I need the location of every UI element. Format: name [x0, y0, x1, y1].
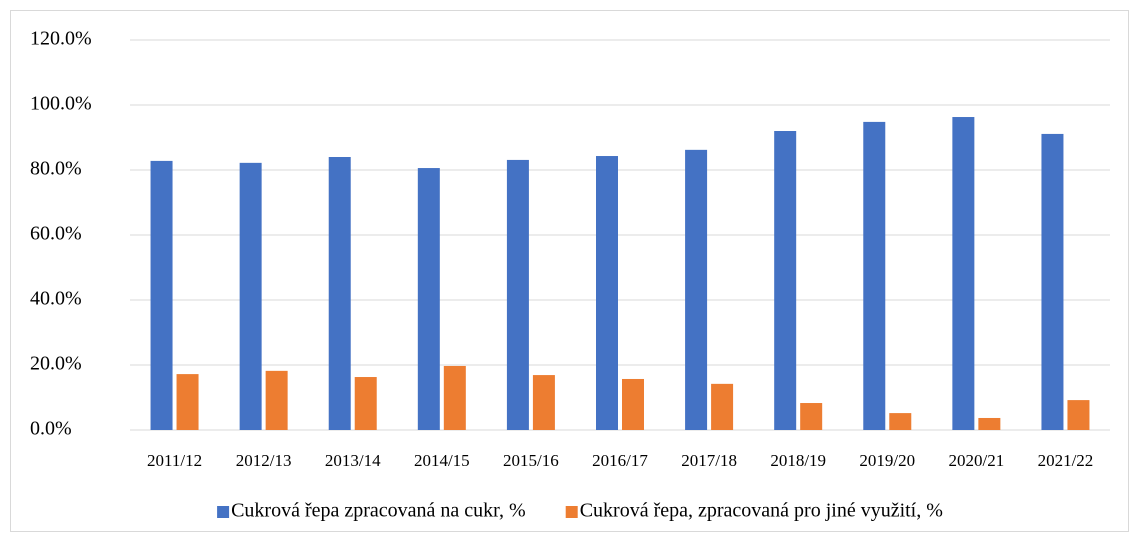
x-tick-label: 2012/13	[236, 451, 292, 470]
y-tick-label: 20.0%	[30, 353, 82, 375]
legend-swatch	[217, 506, 230, 518]
bar	[774, 131, 797, 430]
bar	[952, 117, 975, 431]
y-tick-label: 60.0%	[30, 223, 82, 245]
x-tick-label: 2011/12	[147, 451, 202, 470]
legend-label: Cukrová řepa, zpracovaná pro jiné využit…	[580, 500, 943, 522]
bar	[506, 159, 529, 431]
bar	[863, 121, 886, 431]
bar	[800, 403, 823, 430]
bar	[328, 157, 351, 430]
x-tick-label: 2021/22	[1038, 451, 1094, 470]
x-tick-label: 2016/17	[592, 451, 648, 470]
bar	[150, 160, 173, 430]
bar	[354, 377, 377, 430]
x-tick-label: 2020/21	[948, 451, 1004, 470]
bar	[443, 365, 466, 430]
x-tick-label: 2015/16	[503, 451, 559, 470]
bar	[889, 413, 912, 430]
y-tick-label: 40.0%	[30, 288, 82, 310]
bar	[1041, 133, 1064, 431]
x-tick-label: 2017/18	[681, 451, 737, 470]
bar	[239, 162, 262, 430]
bar	[596, 156, 618, 430]
y-tick-label: 120.0%	[30, 28, 92, 50]
y-tick-label: 0.0%	[30, 418, 72, 440]
bar	[265, 370, 288, 430]
bar	[176, 374, 199, 430]
chart-border	[10, 10, 1129, 532]
x-tick-label: 2014/15	[414, 451, 470, 470]
legend-swatch	[565, 506, 578, 518]
bar	[711, 383, 734, 430]
bar	[417, 168, 440, 431]
bar	[532, 375, 555, 430]
y-tick-label: 80.0%	[30, 158, 82, 180]
bar	[685, 149, 708, 430]
bar	[622, 378, 644, 430]
x-tick-label: 2018/19	[770, 451, 826, 470]
legend-label: Cukrová řepa zpracovaná na cukr, %	[231, 500, 526, 522]
y-tick-label: 100.0%	[30, 93, 92, 115]
x-tick-label: 2019/20	[859, 451, 915, 470]
x-tick-label: 2013/14	[325, 451, 381, 470]
bar	[978, 417, 1001, 430]
bar	[1067, 400, 1090, 430]
